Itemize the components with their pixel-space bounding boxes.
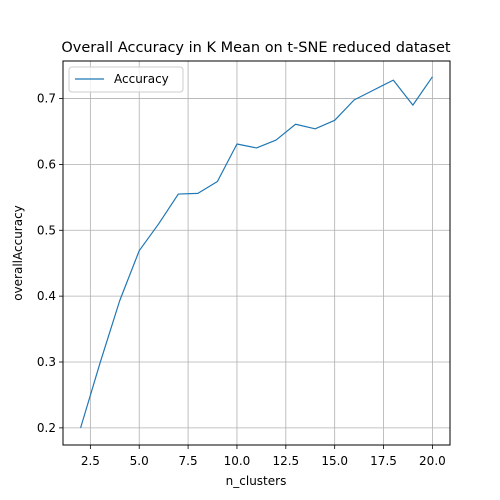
x-tick-label: 10.0 [224, 454, 251, 468]
legend-box [68, 66, 184, 93]
y-axis: 0.2 0.3 0.4 0.5 0.6 0.7 [37, 92, 63, 435]
x-tick-label: 20.0 [419, 454, 446, 468]
x-tick-label: 2.5 [81, 454, 100, 468]
y-tick-label: 0.7 [37, 92, 56, 106]
y-axis-label: overallAccuracy [11, 205, 25, 301]
plot-frame [62, 60, 451, 446]
accuracy-series-line [80, 76, 433, 429]
y-tick-label: 0.3 [37, 355, 56, 369]
series-layer [80, 76, 433, 429]
y-tick-label: 0.6 [37, 157, 56, 171]
legend: Accuracy [68, 66, 184, 93]
x-axis-label: n_clusters [226, 474, 287, 488]
y-tick-label: 0.4 [37, 289, 56, 303]
legend-label: Accuracy [114, 72, 169, 86]
chart-title: Overall Accuracy in K Mean on t-SNE redu… [61, 40, 451, 56]
grid-lines [63, 61, 450, 445]
x-tick-label: 15.0 [321, 454, 348, 468]
y-tick-label: 0.5 [37, 223, 56, 237]
x-tick-label: 5.0 [130, 454, 149, 468]
x-axis: 2.5 5.0 7.5 10.0 12.5 15.0 17.5 20.0 [81, 445, 446, 468]
y-tick-label: 0.2 [37, 421, 56, 435]
x-tick-label: 12.5 [272, 454, 299, 468]
x-tick-label: 7.5 [179, 454, 198, 468]
x-tick-label: 17.5 [370, 454, 397, 468]
